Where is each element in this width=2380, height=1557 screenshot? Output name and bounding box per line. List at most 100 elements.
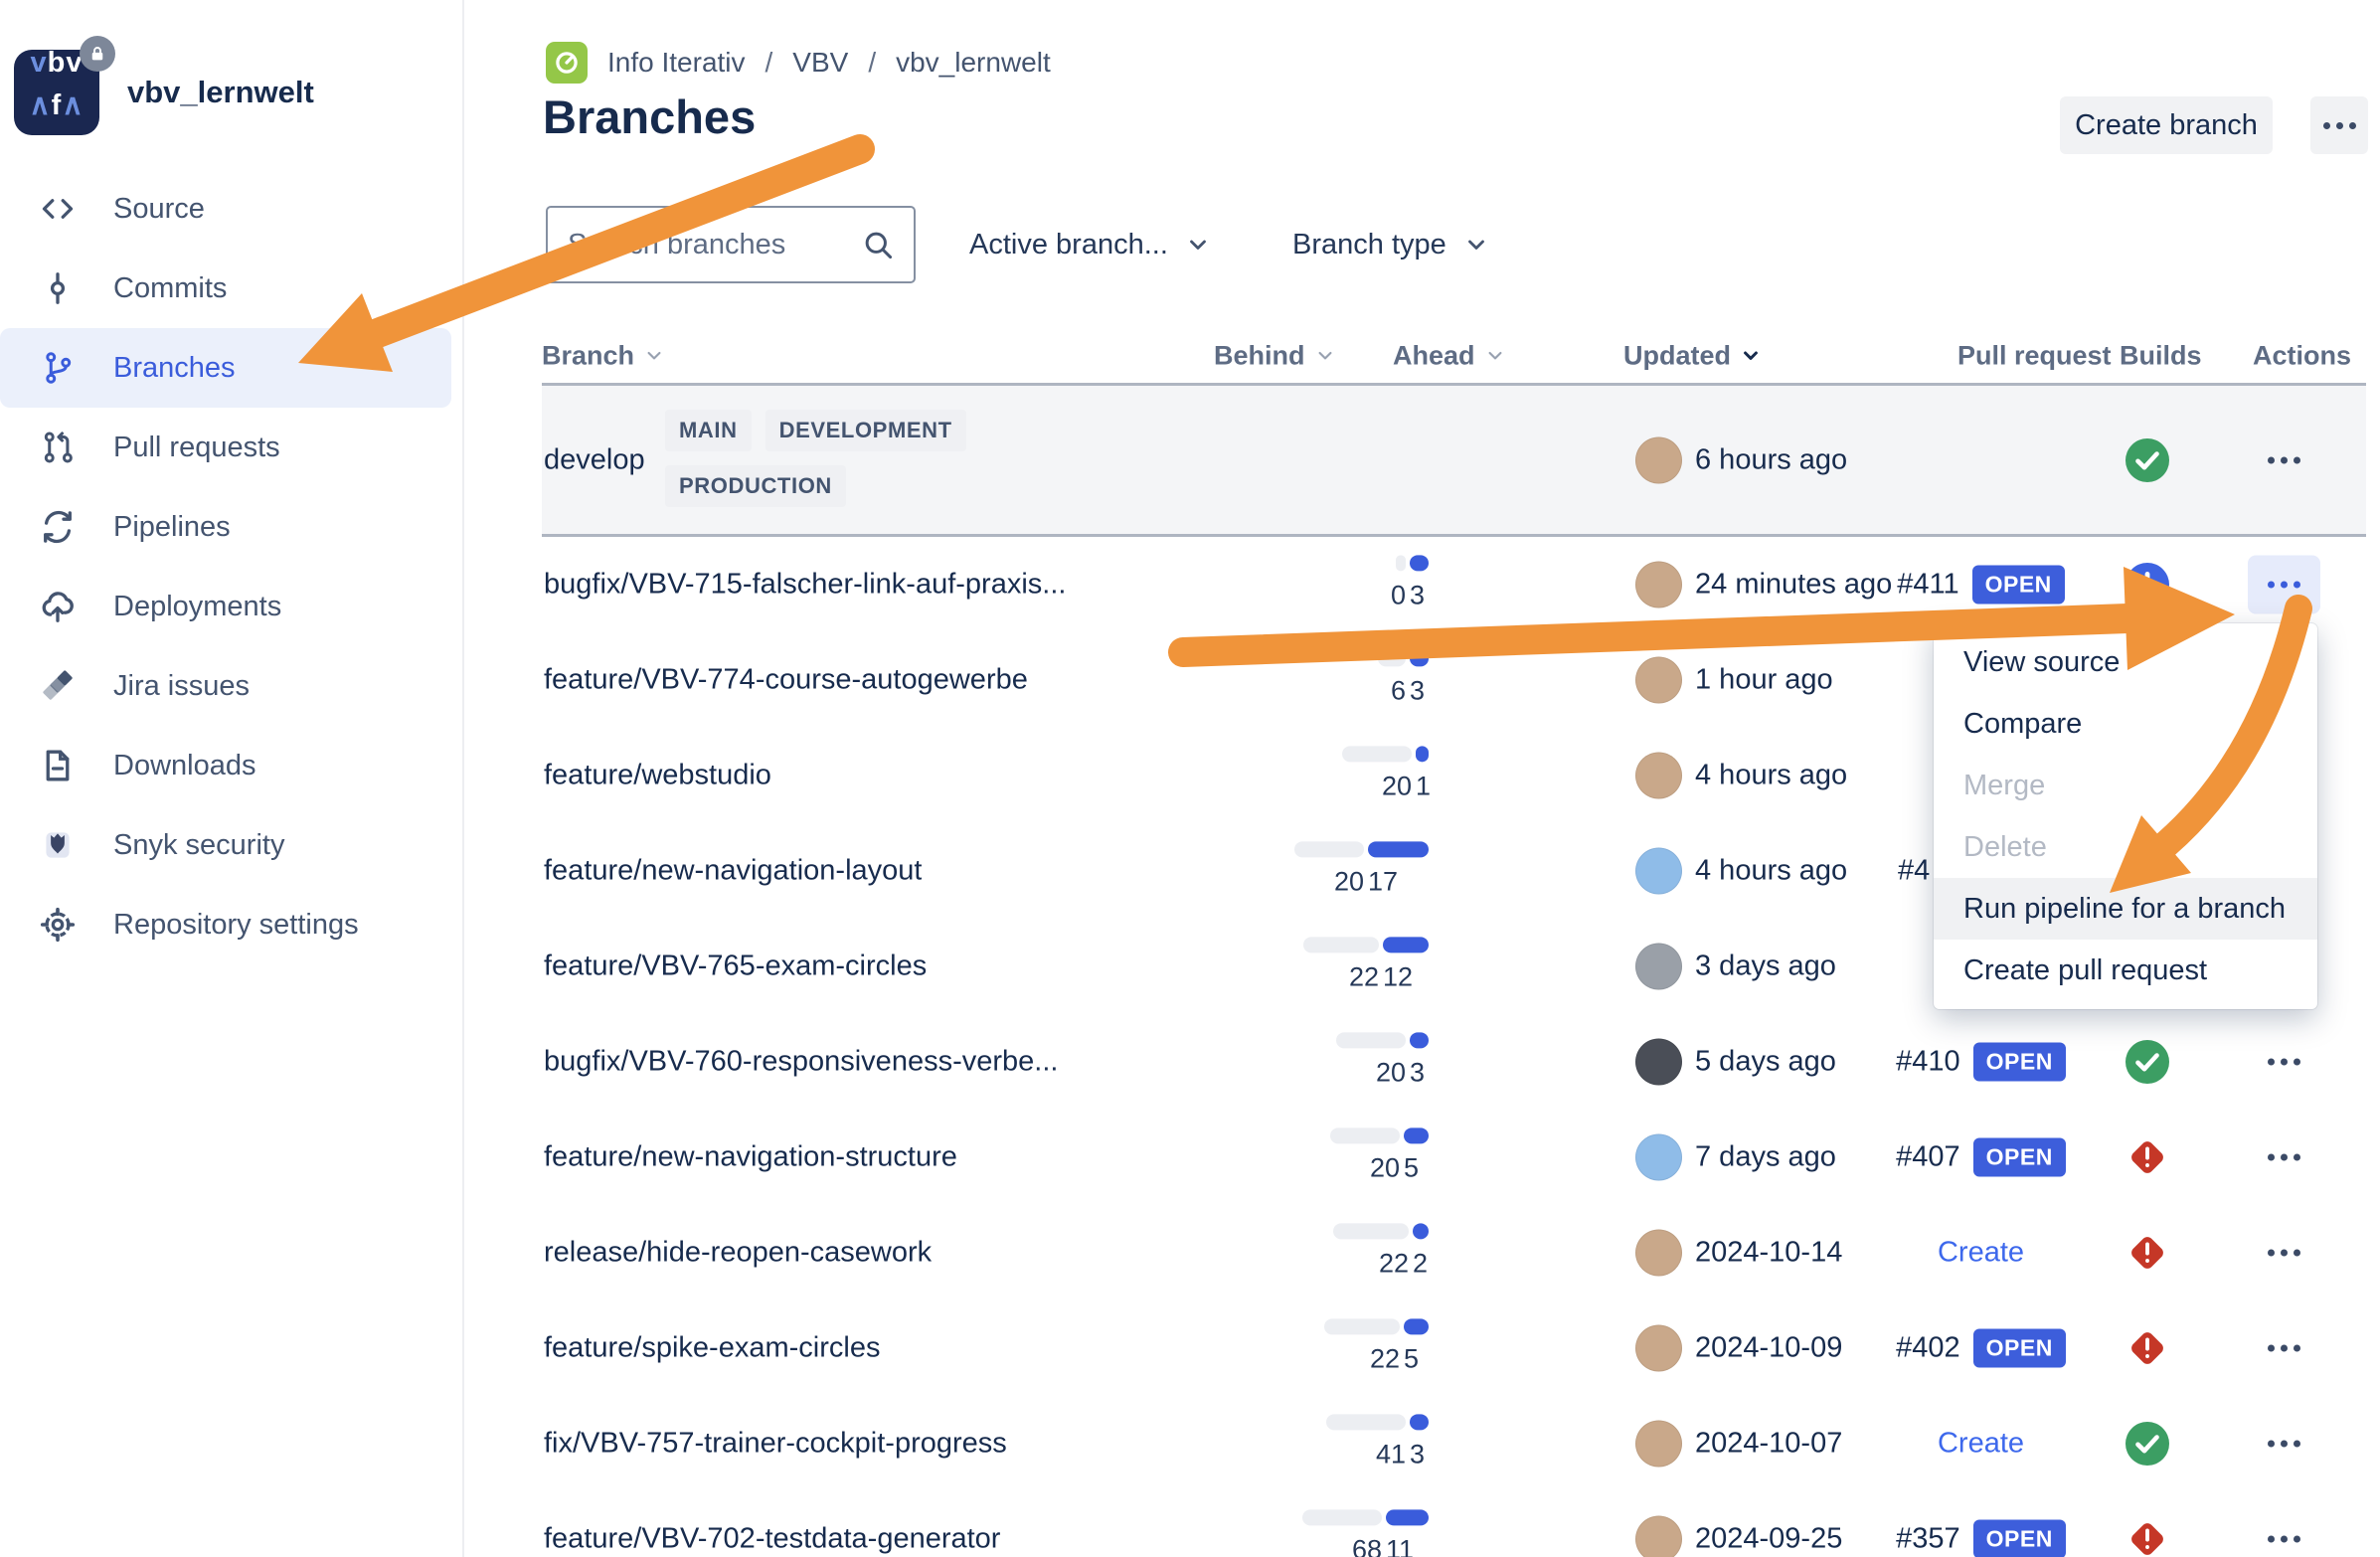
column-header-ahead[interactable]: Ahead: [1393, 340, 1505, 371]
behind-ahead-indicator: 20 1: [1342, 746, 1431, 801]
project-icon[interactable]: [546, 42, 588, 84]
menu-item-label: Create pull request: [1963, 953, 2208, 986]
menu-item-create-pull-request[interactable]: Create pull request: [1934, 940, 2317, 1001]
avatar[interactable]: [1635, 1324, 1682, 1372]
avatar[interactable]: [1635, 1515, 1682, 1557]
sidebar-item-pull-requests[interactable]: Pull requests: [0, 408, 451, 487]
branch-name-link[interactable]: develop: [544, 443, 645, 475]
column-header-label: Ahead: [1393, 340, 1475, 370]
page-more-button[interactable]: [2310, 96, 2368, 154]
build-success-icon[interactable]: [2125, 1421, 2170, 1467]
sidebar-item-repository-settings[interactable]: Repository settings: [0, 885, 451, 964]
branch-type-filter[interactable]: Branch type: [1292, 206, 1488, 283]
branch-badge-production: PRODUCTION: [665, 465, 846, 507]
branch-name-link[interactable]: feature/new-navigation-layout: [544, 854, 923, 887]
pull-request-number[interactable]: #4: [1898, 854, 1931, 887]
sidebar-item-label: Snyk security: [113, 828, 285, 861]
avatar[interactable]: [1635, 1229, 1682, 1277]
branch-name-link[interactable]: feature/webstudio: [544, 759, 771, 791]
pr-state-badge: OPEN: [1972, 1042, 2066, 1082]
column-header-pull-request[interactable]: Pull request: [1957, 340, 2112, 371]
avatar[interactable]: [1635, 561, 1682, 608]
behind-count: 20: [1333, 866, 1364, 897]
sidebar-item-downloads[interactable]: Downloads: [0, 726, 451, 805]
pull-request-number[interactable]: #357: [1896, 1522, 1960, 1555]
avatar[interactable]: [1635, 436, 1682, 483]
row-actions-button[interactable]: [2254, 1516, 2314, 1557]
row-actions-button[interactable]: [2247, 555, 2320, 614]
behind-ahead-indicator: 22 2: [1333, 1223, 1429, 1279]
sidebar-item-deployments[interactable]: Deployments: [0, 567, 451, 646]
sidebar-item-jira-issues[interactable]: Jira issues: [0, 646, 451, 726]
sidebar-item-branches[interactable]: Branches: [0, 328, 451, 408]
branch-name-link[interactable]: feature/spike-exam-circles: [544, 1331, 881, 1364]
build-status: [2125, 1421, 2170, 1467]
branch-name-link[interactable]: feature/new-navigation-structure: [544, 1140, 957, 1173]
breadcrumb-separator: /: [765, 47, 773, 78]
create-branch-button[interactable]: Create branch: [2060, 96, 2273, 154]
build-failed-icon[interactable]: [2125, 1230, 2170, 1276]
column-header-label: Updated: [1623, 340, 1731, 370]
avatar[interactable]: [1635, 943, 1682, 990]
build-status: [2125, 1325, 2170, 1371]
branch-actions-menu: View source Compare Merge Delete Run pipelin…: [1934, 623, 2317, 1009]
menu-item-run-pipeline-for-a-branch[interactable]: Run pipeline for a branch: [1934, 878, 2317, 940]
avatar[interactable]: [1635, 656, 1682, 704]
pr-state-badge: OPEN: [1972, 1137, 2066, 1177]
sidebar-item-pipelines[interactable]: Pipelines: [0, 487, 451, 567]
create-pull-request-link[interactable]: Create: [1937, 1236, 2025, 1269]
breadcrumb-workspace[interactable]: VBV: [792, 47, 849, 78]
build-success-icon[interactable]: [2125, 1039, 2170, 1085]
pull-request-number[interactable]: #411: [1897, 568, 1959, 601]
active-branches-filter[interactable]: Active branch...: [969, 206, 1210, 283]
pull-request-number[interactable]: #402: [1896, 1331, 1960, 1364]
branch-name-link[interactable]: release/hide-reopen-casework: [544, 1236, 933, 1269]
row-actions-button[interactable]: [2254, 1325, 2314, 1372]
ahead-bar: [1413, 1223, 1429, 1240]
sidebar-item-commits[interactable]: Commits: [0, 249, 451, 328]
branch-name-link[interactable]: fix/VBV-757-trainer-cockpit-progress: [544, 1427, 1007, 1460]
sidebar-item-source[interactable]: Source: [0, 169, 451, 249]
avatar[interactable]: [1635, 752, 1682, 799]
branch-name-link[interactable]: feature/VBV-702-testdata-generator: [544, 1522, 1001, 1555]
row-actions-button[interactable]: [2254, 1134, 2314, 1181]
breadcrumb-repo[interactable]: vbv_lernwelt: [896, 47, 1051, 78]
build-success-icon[interactable]: [2125, 437, 2170, 483]
pull-request-number[interactable]: #407: [1896, 1140, 1960, 1173]
column-header-label: Behind: [1214, 340, 1305, 370]
sidebar-item-snyk-security[interactable]: Snyk security: [0, 805, 451, 885]
branch-name-link[interactable]: bugfix/VBV-715-falscher-link-auf-praxis.…: [544, 568, 1067, 601]
row-actions-button[interactable]: [2254, 1230, 2314, 1277]
avatar[interactable]: [1635, 1420, 1682, 1468]
create-pull-request-link[interactable]: Create: [1937, 1427, 2025, 1460]
column-header-actions[interactable]: Actions: [2253, 340, 2351, 371]
avatar[interactable]: [1635, 1038, 1682, 1086]
pr-state-badge: OPEN: [1972, 1328, 2066, 1368]
menu-item-compare[interactable]: Compare: [1934, 693, 2317, 755]
search-input[interactable]: [568, 228, 852, 261]
column-header-branch[interactable]: Branch: [542, 340, 664, 371]
branch-name-link[interactable]: bugfix/VBV-760-responsiveness-verbe...: [544, 1045, 1059, 1078]
avatar[interactable]: [1635, 847, 1682, 895]
pull-request-number[interactable]: #410: [1896, 1045, 1960, 1078]
row-actions-button[interactable]: [2254, 1039, 2314, 1086]
build-failed-icon[interactable]: [2125, 1134, 2170, 1180]
build-inprogress-icon[interactable]: [2125, 562, 2170, 607]
column-header-updated[interactable]: Updated: [1623, 340, 1761, 371]
behind-count: 68: [1351, 1534, 1382, 1557]
pull-request-cell: #402 OPEN: [1884, 1328, 2078, 1368]
behind-ahead-indicator: 20 3: [1336, 1032, 1429, 1088]
breadcrumb-project[interactable]: Info Iterativ: [607, 47, 746, 78]
column-header-behind[interactable]: Behind: [1214, 340, 1335, 371]
branch-name-link[interactable]: feature/VBV-774-course-autogewerbe: [544, 663, 1028, 696]
branch-name-link[interactable]: feature/VBV-765-exam-circles: [544, 950, 928, 982]
row-actions-button[interactable]: [2254, 1421, 2314, 1468]
row-actions-button[interactable]: [2254, 436, 2314, 483]
avatar[interactable]: [1635, 1133, 1682, 1181]
column-header-builds[interactable]: Builds: [2120, 340, 2202, 371]
build-failed-icon[interactable]: [2125, 1325, 2170, 1371]
build-failed-icon[interactable]: [2125, 1516, 2170, 1557]
menu-item-view-source[interactable]: View source: [1934, 631, 2317, 693]
